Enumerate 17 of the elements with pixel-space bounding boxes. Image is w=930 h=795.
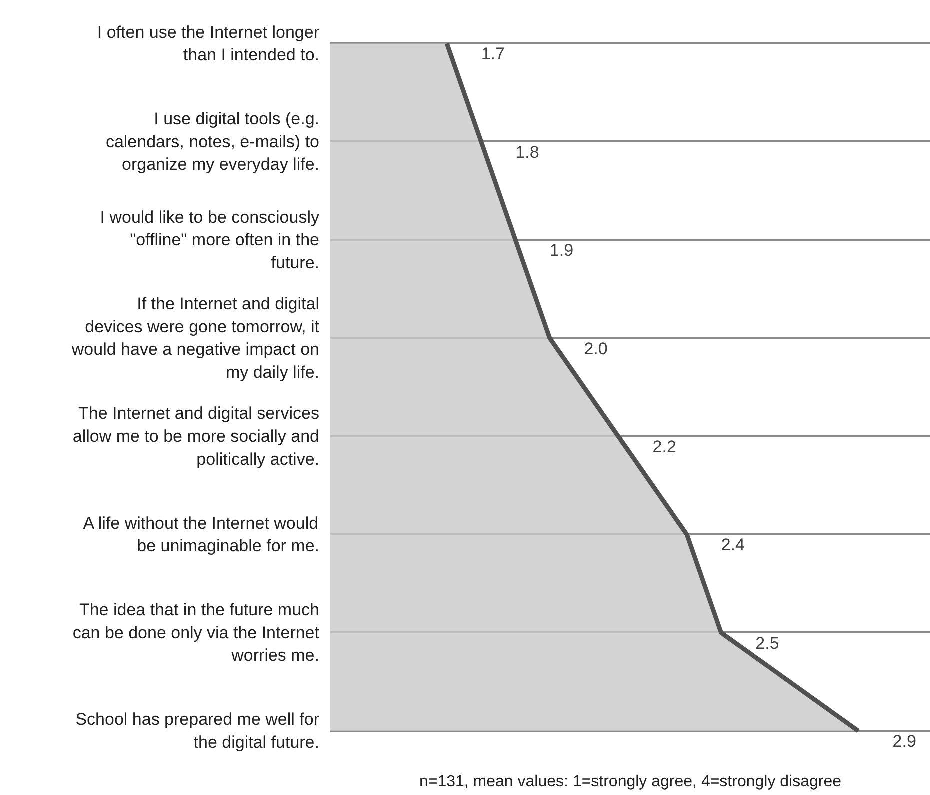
data-label: 2.2 xyxy=(652,437,676,456)
y-tick-label: I would like to be consciously "offline" more often in the future. xyxy=(100,208,320,272)
annotation: n=131, mean values: 1=strongly agree, 4=strongly disagree xyxy=(419,774,842,790)
y-tick-label: School has prepared me well for the digital future. xyxy=(76,710,320,752)
y-tick-label: A life without the Internet would be unimaginable for me. xyxy=(83,514,320,556)
data-label: 1.8 xyxy=(516,142,540,162)
y-tick-label: I often use the Internet longer than I intended to. xyxy=(97,22,320,65)
y-tick-label: The Internet and digital services allow me to be more socially and politically active. xyxy=(72,404,320,469)
data-label: 2.4 xyxy=(721,536,745,555)
y-tick-label: I use digital tools (e.g. calendars, notes, e-mails) to organize my everyday life. xyxy=(106,110,320,174)
data-label: 2.5 xyxy=(756,634,780,653)
data-label: 2.0 xyxy=(584,339,608,358)
data-label: 1.7 xyxy=(481,44,505,64)
y-tick-label: The idea that in the future much can be done only via the Internet worries me. xyxy=(72,600,320,666)
y-tick-label: If the Internet and digital devices were gone tomorrow, it would have a negative impact on my daily life. xyxy=(70,294,320,382)
data-label: 2.9 xyxy=(892,732,916,752)
data-label: 1.9 xyxy=(550,241,574,260)
